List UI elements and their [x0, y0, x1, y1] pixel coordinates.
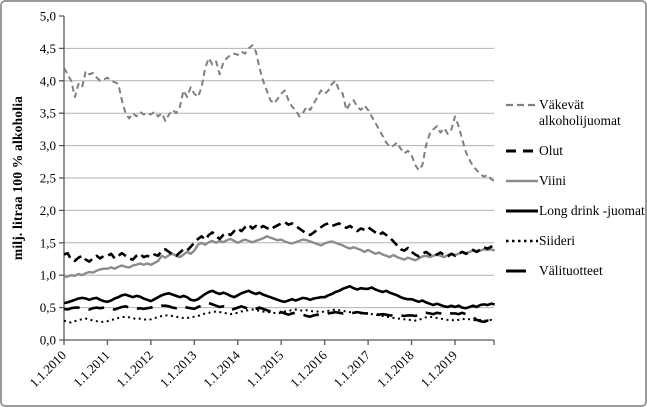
y-tick-label: 2,5 — [40, 171, 56, 186]
legend-label: Välituotteet — [539, 263, 603, 278]
x-tick-label: 1.1.2012 — [113, 348, 156, 391]
legend-item-v-kev-t-alkoholijuomat: Väkevät alkoholijuomat — [506, 97, 645, 129]
x-tick-label: 1.1.2016 — [287, 347, 330, 390]
x-tick-label: 1.1.2014 — [200, 347, 243, 390]
y-tick-label: 1,0 — [40, 268, 56, 283]
y-tick-label: 1,5 — [40, 235, 56, 250]
series-line-long-drink-juomat — [63, 284, 496, 310]
legend-line-sample — [506, 269, 538, 273]
legend-item-long-drink-juomat: Long drink -juomat — [506, 203, 645, 219]
series-line-siideri — [63, 308, 495, 324]
chart-legend: Väkevät alkoholijuomat Olut Viini Long drin… — [506, 97, 645, 279]
legend-line-sample — [506, 103, 538, 107]
y-tick-label: 2,0 — [40, 203, 56, 218]
y-tick-label: 3,0 — [40, 138, 56, 153]
series-line-olut — [63, 220, 496, 263]
series-line-viini — [63, 235, 496, 279]
x-tick-label: 1.1.2013 — [157, 348, 200, 391]
y-tick-label: 5,0 — [40, 9, 56, 24]
legend-label: Viini — [539, 173, 566, 188]
legend-line-sample — [506, 149, 538, 153]
legend-label: Long drink -juomat — [539, 203, 645, 218]
y-tick-label: 0,5 — [40, 300, 56, 315]
legend-line-sample — [506, 179, 538, 183]
x-tick-label: 1.1.2015 — [244, 348, 287, 391]
y-tick-label: 3,5 — [40, 106, 56, 121]
x-tick-label: 1.1.2011 — [70, 348, 112, 390]
legend-item-siideri: Siideri — [506, 233, 645, 249]
legend-label: Olut — [539, 143, 564, 158]
legend-line-sample — [506, 239, 538, 243]
legend-item-v-lituotteet: Välituotteet — [506, 263, 645, 279]
legend-label: Väkevät alkoholijuomat — [539, 97, 621, 128]
x-tick-label: 1.1.2017 — [330, 347, 373, 390]
y-tick-label: 4,5 — [40, 41, 56, 56]
y-tick-label: 0,0 — [40, 333, 56, 348]
y-tick-label: 4,0 — [40, 73, 56, 88]
x-tick-label: 1.1.2010 — [26, 348, 69, 391]
legend-item-olut: Olut — [506, 143, 645, 159]
x-tick-label: 1.1.2018 — [374, 348, 417, 391]
legend-line-sample — [506, 209, 538, 213]
x-tick-label: 1.1.2019 — [417, 348, 460, 391]
legend-item-viini: Viini — [506, 173, 645, 189]
series-line-v-kev-t-alkoholijuomat — [63, 44, 496, 183]
legend-label: Siideri — [539, 233, 575, 248]
